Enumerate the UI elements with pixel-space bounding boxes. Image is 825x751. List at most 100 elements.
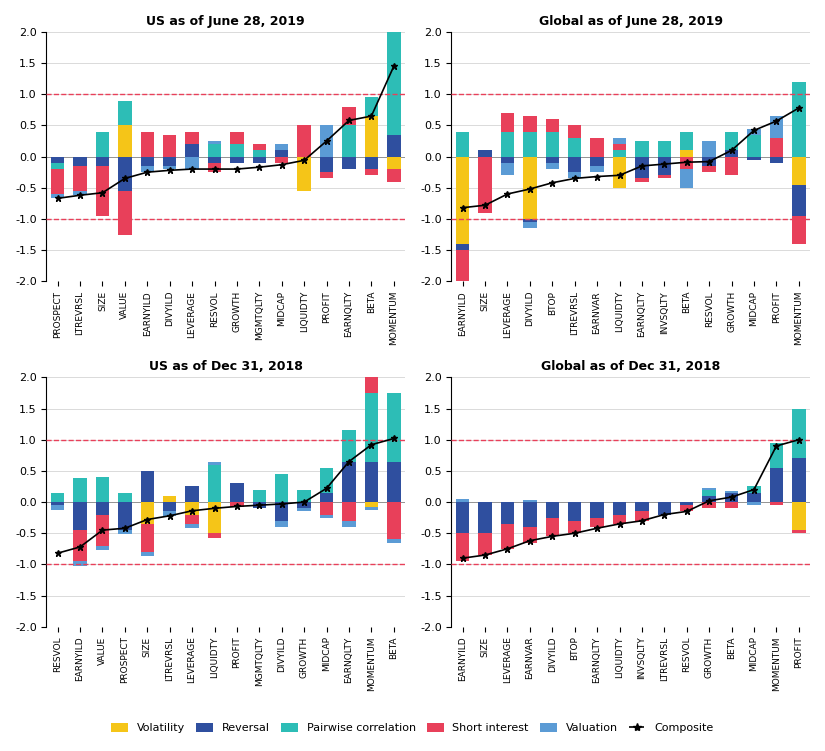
Bar bbox=[501, 113, 514, 131]
Bar bbox=[770, 116, 783, 138]
Bar bbox=[186, 144, 199, 157]
Bar bbox=[118, 530, 132, 535]
Bar bbox=[792, 530, 805, 533]
Bar bbox=[456, 131, 469, 157]
Bar bbox=[770, 157, 783, 163]
Bar bbox=[275, 144, 289, 150]
Bar bbox=[456, 250, 469, 285]
Bar bbox=[208, 502, 221, 533]
Bar bbox=[140, 157, 154, 166]
Bar bbox=[140, 471, 154, 502]
Bar bbox=[702, 496, 716, 502]
Bar bbox=[680, 505, 694, 511]
Bar bbox=[792, 458, 805, 502]
Bar bbox=[478, 502, 492, 533]
Bar bbox=[747, 487, 761, 493]
Bar bbox=[792, 82, 805, 157]
Bar bbox=[501, 157, 514, 163]
Bar bbox=[96, 131, 109, 157]
Bar bbox=[163, 502, 177, 511]
Bar bbox=[208, 144, 221, 157]
Bar bbox=[252, 502, 266, 508]
Bar bbox=[770, 502, 783, 505]
Bar bbox=[523, 500, 536, 502]
Bar bbox=[747, 134, 761, 157]
Bar bbox=[365, 371, 378, 393]
Bar bbox=[523, 222, 536, 228]
Bar bbox=[792, 502, 805, 530]
Bar bbox=[73, 157, 87, 166]
Bar bbox=[591, 166, 604, 172]
Bar bbox=[320, 125, 333, 157]
Bar bbox=[51, 505, 64, 509]
Bar bbox=[51, 157, 64, 163]
Bar bbox=[770, 468, 783, 502]
Bar bbox=[365, 393, 378, 462]
Bar bbox=[591, 138, 604, 157]
Bar bbox=[73, 191, 87, 195]
Bar bbox=[252, 157, 266, 163]
Bar bbox=[387, 29, 400, 134]
Bar bbox=[478, 157, 492, 213]
Bar bbox=[456, 502, 469, 533]
Bar bbox=[702, 166, 716, 172]
Bar bbox=[635, 511, 648, 520]
Bar bbox=[365, 507, 378, 510]
Bar bbox=[51, 493, 64, 502]
Bar bbox=[613, 157, 626, 188]
Bar bbox=[96, 546, 109, 550]
Bar bbox=[792, 216, 805, 244]
Bar bbox=[456, 499, 469, 502]
Bar bbox=[365, 116, 378, 157]
Bar bbox=[140, 552, 154, 556]
Bar bbox=[186, 524, 199, 528]
Bar bbox=[140, 166, 154, 172]
Bar bbox=[702, 157, 716, 166]
Bar bbox=[140, 524, 154, 552]
Bar bbox=[73, 166, 87, 191]
Bar bbox=[545, 163, 559, 169]
Legend: Volatility, Reversal, Pairwise correlation, Short interest, Valuation, Composite: Volatility, Reversal, Pairwise correlati… bbox=[107, 719, 718, 738]
Bar bbox=[342, 502, 356, 520]
Bar bbox=[523, 502, 536, 527]
Bar bbox=[478, 150, 492, 157]
Bar bbox=[501, 163, 514, 175]
Bar bbox=[73, 502, 87, 530]
Bar bbox=[456, 533, 469, 561]
Bar bbox=[770, 138, 783, 157]
Bar bbox=[591, 157, 604, 166]
Bar bbox=[51, 169, 64, 194]
Bar bbox=[523, 116, 536, 131]
Bar bbox=[545, 119, 559, 131]
Bar bbox=[635, 179, 648, 182]
Bar bbox=[342, 157, 356, 169]
Bar bbox=[252, 150, 266, 157]
Bar bbox=[275, 502, 289, 520]
Bar bbox=[252, 144, 266, 150]
Bar bbox=[320, 514, 333, 517]
Bar bbox=[186, 487, 199, 502]
Bar bbox=[208, 465, 221, 502]
Bar bbox=[298, 502, 311, 508]
Bar bbox=[387, 393, 400, 462]
Bar bbox=[186, 514, 199, 524]
Bar bbox=[51, 163, 64, 169]
Bar bbox=[275, 150, 289, 157]
Bar bbox=[680, 169, 694, 188]
Bar bbox=[680, 502, 694, 505]
Bar bbox=[545, 157, 559, 163]
Bar bbox=[208, 141, 221, 144]
Bar bbox=[163, 511, 177, 516]
Bar bbox=[613, 144, 626, 150]
Bar bbox=[320, 468, 333, 493]
Bar bbox=[725, 157, 738, 175]
Bar bbox=[140, 502, 154, 524]
Bar bbox=[118, 157, 132, 191]
Bar bbox=[51, 194, 64, 198]
Bar bbox=[658, 157, 671, 175]
Bar bbox=[298, 508, 311, 511]
Bar bbox=[230, 131, 243, 144]
Bar bbox=[568, 125, 582, 138]
Bar bbox=[320, 157, 333, 172]
Bar bbox=[96, 477, 109, 502]
